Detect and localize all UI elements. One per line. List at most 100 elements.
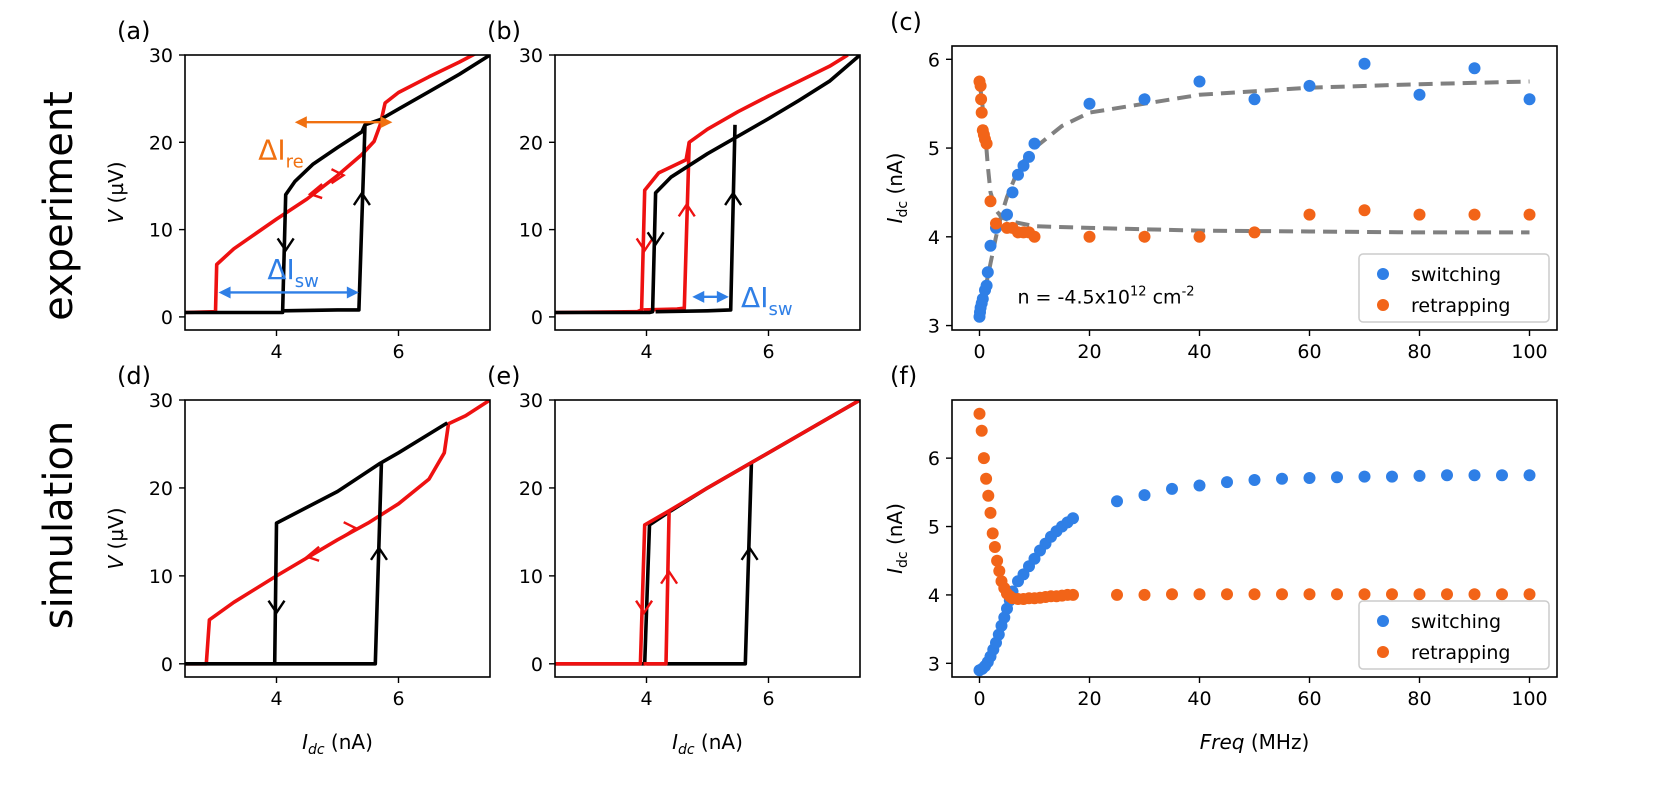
- point-retrapping: [1138, 588, 1151, 601]
- legend-label-retrapping: retrapping: [1411, 642, 1511, 664]
- point-retrapping: [1523, 208, 1536, 221]
- point-retrapping: [1386, 588, 1398, 601]
- y-tick-label: 20: [149, 132, 173, 154]
- legend-label-switching: switching: [1411, 264, 1501, 286]
- point-retrapping: [1166, 588, 1178, 601]
- y-tick-label: 30: [519, 45, 543, 67]
- y-tick-label: 0: [161, 654, 173, 676]
- x-axis-label: Freq (MHz): [1200, 730, 1310, 754]
- delta-arrow-head-left: [692, 290, 705, 303]
- legend-frame: [1358, 600, 1550, 670]
- point-switching: [1138, 93, 1151, 106]
- series-line-black: [185, 421, 449, 666]
- point-retrapping: [1248, 588, 1261, 601]
- y-axis-label: Idc (nA): [883, 153, 911, 224]
- legend-frame: [1358, 253, 1550, 323]
- point-switching: [1012, 168, 1024, 181]
- point-switching: [1111, 495, 1123, 508]
- plot-area-c: [973, 57, 1536, 323]
- delta-label-sw: ΔIsw: [267, 253, 319, 292]
- y-axis-label: V (µV): [104, 507, 128, 569]
- x-axis-label-unit: (nA): [325, 730, 373, 754]
- point-retrapping: [1111, 588, 1123, 601]
- x-tick-label: 4: [640, 341, 652, 363]
- direction-arrow-left: [304, 545, 320, 562]
- plot-area-a: [185, 55, 490, 315]
- panel-label-e: (e): [487, 362, 521, 390]
- y-tick-label: 30: [149, 45, 173, 67]
- point-switching: [1017, 159, 1030, 172]
- x-tick-label: 100: [1511, 688, 1547, 710]
- series-line-black-switch: [282, 124, 367, 313]
- y-tick-label: 4: [928, 585, 940, 607]
- x-tick-label: 40: [1187, 341, 1211, 363]
- point-retrapping: [1193, 230, 1206, 243]
- delta-arrow-head-left: [294, 116, 307, 129]
- point-switching: [1441, 469, 1453, 482]
- point-retrapping: [1138, 230, 1151, 243]
- x-tick-label: 60: [1297, 688, 1321, 710]
- delta-symbol: ΔI: [741, 281, 768, 314]
- point-switching: [1468, 62, 1481, 75]
- x-axis-label: Idc (nA): [672, 730, 743, 758]
- x-tick-label: 6: [762, 688, 774, 710]
- point-retrapping: [974, 79, 987, 92]
- delta-subscript: re: [286, 151, 304, 172]
- axes-frame-a: [184, 54, 491, 331]
- legend-label-switching: switching: [1411, 611, 1501, 633]
- y-tick-label: 0: [161, 307, 173, 329]
- series-line-black-switch: [655, 124, 737, 314]
- delta-subscript: sw: [295, 271, 319, 292]
- panel-e: (e) 4 6 0 10 20 30 Idc (nA): [487, 362, 861, 758]
- point-retrapping: [984, 195, 997, 208]
- point-switching: [1386, 470, 1398, 483]
- annotation-unit: cm: [1147, 286, 1182, 308]
- x-axis-label-sub: dc: [678, 742, 695, 758]
- panel-label-b: (b): [487, 17, 521, 45]
- y-tick-label: 20: [519, 478, 543, 500]
- plot-area-d: [185, 400, 490, 666]
- x-tick-label: 6: [392, 688, 404, 710]
- series-line-red: [185, 55, 477, 315]
- y-axis-label-main: I: [883, 217, 907, 223]
- direction-arrow-up: [352, 190, 371, 206]
- axes-frame-e: [554, 399, 861, 678]
- series-line-red: [555, 55, 849, 315]
- point-retrapping: [1331, 588, 1343, 601]
- point-switching: [1413, 469, 1426, 482]
- delta-label-re: ΔIre: [258, 133, 304, 172]
- point-retrapping: [1221, 588, 1233, 601]
- y-tick-label: 10: [149, 220, 173, 242]
- delta-arrow-head-left: [218, 286, 231, 299]
- point-retrapping: [1496, 588, 1508, 601]
- point-retrapping: [973, 407, 986, 420]
- y-tick-label: 10: [519, 220, 543, 242]
- series-line-black: [555, 400, 860, 666]
- point-retrapping: [1028, 230, 1041, 243]
- series-line-black-switch: [274, 463, 384, 666]
- point-retrapping: [991, 554, 1004, 567]
- point-retrapping: [1358, 588, 1371, 601]
- y-tick-label: 4: [928, 227, 940, 249]
- y-axis-label-unit: (nA): [883, 503, 907, 551]
- direction-arrow-down: [267, 599, 286, 615]
- point-retrapping: [1067, 588, 1079, 601]
- panel-f: (f) 0 20 40 60 80 100 3 4 5 6 Idc (nA) Freq (MHz) swi…: [883, 362, 1558, 754]
- row-label-experiment: experiment: [36, 91, 82, 321]
- direction-arrow-down: [646, 231, 665, 247]
- y-tick-label: 20: [519, 132, 543, 154]
- direction-arrow-right: [343, 521, 359, 538]
- legend-marker-switching: [1377, 268, 1389, 280]
- point-switching: [1248, 474, 1261, 486]
- point-switching: [1468, 469, 1481, 482]
- point-retrapping: [993, 565, 1006, 577]
- x-tick-label: 20: [1077, 688, 1101, 710]
- direction-arrow-down: [635, 599, 654, 615]
- point-retrapping: [990, 217, 1002, 230]
- point-switching: [1303, 472, 1316, 484]
- series-line-black: [185, 55, 490, 315]
- x-tick-label: 4: [270, 688, 282, 710]
- legend-marker-retrapping: [1377, 646, 1389, 658]
- point-switching: [1083, 97, 1096, 110]
- point-switching: [1358, 470, 1371, 483]
